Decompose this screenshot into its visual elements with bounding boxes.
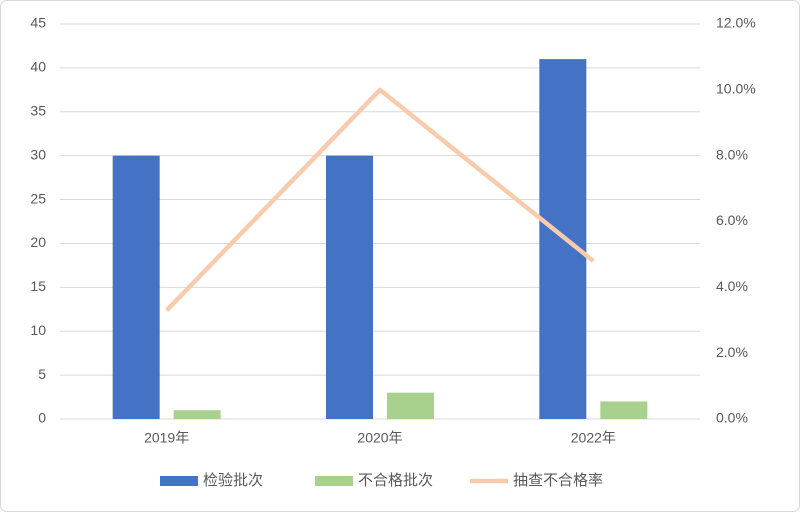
y-tick-label: 15 <box>30 278 46 294</box>
legend-swatch <box>160 476 198 486</box>
x-tick-label: 2022年 <box>571 430 616 446</box>
bar <box>600 401 648 419</box>
y2-tick-label: 2.0% <box>716 344 748 360</box>
y-tick-label: 0 <box>38 410 46 426</box>
legend-label: 检验批次 <box>203 472 263 489</box>
y2-tick-label: 8.0% <box>716 146 748 162</box>
bar <box>326 155 373 419</box>
y2-tick-label: 4.0% <box>716 278 748 294</box>
y-tick-label: 20 <box>30 234 46 250</box>
y-tick-label: 35 <box>30 102 46 118</box>
y-tick-label: 10 <box>30 322 46 338</box>
legend-label: 抽查不合格率 <box>513 472 603 489</box>
y-tick-label: 40 <box>30 59 46 75</box>
y-tick-label: 30 <box>30 146 46 162</box>
y-tick-label: 25 <box>30 190 46 206</box>
y2-tick-label: 0.0% <box>716 410 748 426</box>
y2-tick-label: 12.0% <box>716 15 756 31</box>
y2-tick-label: 10.0% <box>716 81 756 97</box>
bar <box>173 410 221 419</box>
y-tick-label: 45 <box>30 15 46 31</box>
y-tick-label: 5 <box>38 366 46 382</box>
y2-tick-label: 6.0% <box>716 212 748 228</box>
bar <box>387 392 434 419</box>
bar <box>112 155 160 419</box>
legend-swatch <box>315 476 353 486</box>
x-tick-label: 2020年 <box>357 430 402 446</box>
line <box>165 87 595 312</box>
legend-label: 不合格批次 <box>358 472 433 489</box>
x-tick-label: 2019年 <box>144 430 189 446</box>
